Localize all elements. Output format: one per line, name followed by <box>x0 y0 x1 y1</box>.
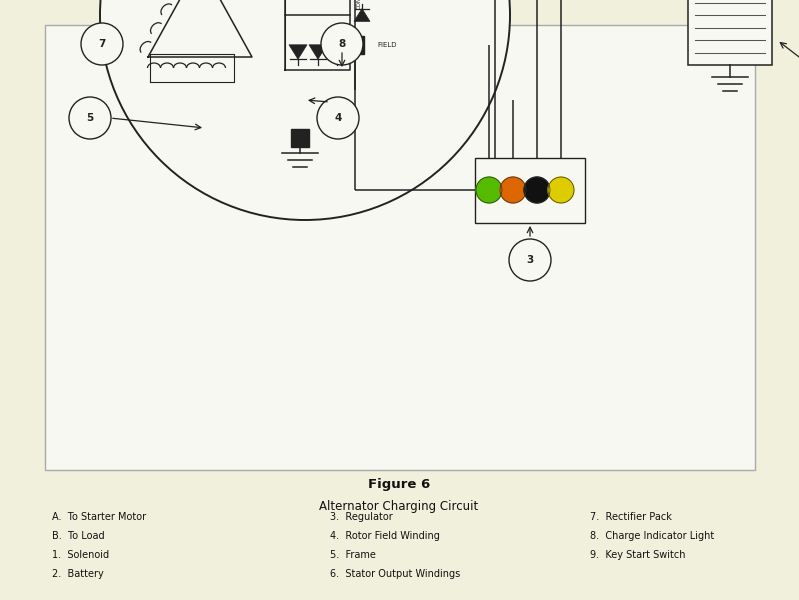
Text: 2.  Battery: 2. Battery <box>52 569 104 579</box>
Polygon shape <box>309 45 327 59</box>
Circle shape <box>548 177 574 203</box>
Text: 4: 4 <box>334 113 342 123</box>
Text: Figure 6: Figure 6 <box>368 478 430 491</box>
Text: 5: 5 <box>86 113 93 123</box>
Circle shape <box>321 23 363 65</box>
Bar <box>346 36 364 54</box>
Circle shape <box>509 239 551 281</box>
Text: CONV: CONV <box>356 0 361 10</box>
Circle shape <box>81 23 123 65</box>
Text: 4.  Rotor Field Winding: 4. Rotor Field Winding <box>330 531 440 541</box>
Text: 3.  Regulator: 3. Regulator <box>330 512 393 522</box>
Text: 8.  Charge Indicator Light: 8. Charge Indicator Light <box>590 531 714 541</box>
Text: 9.  Key Start Switch: 9. Key Start Switch <box>590 550 686 560</box>
Bar <box>475 157 585 223</box>
Polygon shape <box>328 45 346 59</box>
Circle shape <box>524 177 550 203</box>
Bar <box>688 0 772 65</box>
Bar <box>45 25 755 470</box>
Text: 3: 3 <box>527 255 534 265</box>
Text: B.  To Load: B. To Load <box>52 531 105 541</box>
Text: A.  To Starter Motor: A. To Starter Motor <box>52 512 146 522</box>
Circle shape <box>476 177 502 203</box>
Text: 8: 8 <box>338 39 346 49</box>
Text: 6.  Stator Output Windings: 6. Stator Output Windings <box>330 569 460 579</box>
Text: 7.  Rectifier Pack: 7. Rectifier Pack <box>590 512 672 522</box>
Text: 1.  Solenoid: 1. Solenoid <box>52 550 109 560</box>
Circle shape <box>317 97 359 139</box>
Circle shape <box>69 97 111 139</box>
Text: 7: 7 <box>98 39 105 49</box>
Bar <box>291 129 309 147</box>
Circle shape <box>500 177 526 203</box>
Text: Alternator Charging Circuit: Alternator Charging Circuit <box>320 500 479 513</box>
Polygon shape <box>289 45 307 59</box>
Text: FIELD: FIELD <box>377 42 396 48</box>
Circle shape <box>100 0 510 220</box>
Polygon shape <box>354 8 370 22</box>
Text: 5.  Frame: 5. Frame <box>330 550 376 560</box>
